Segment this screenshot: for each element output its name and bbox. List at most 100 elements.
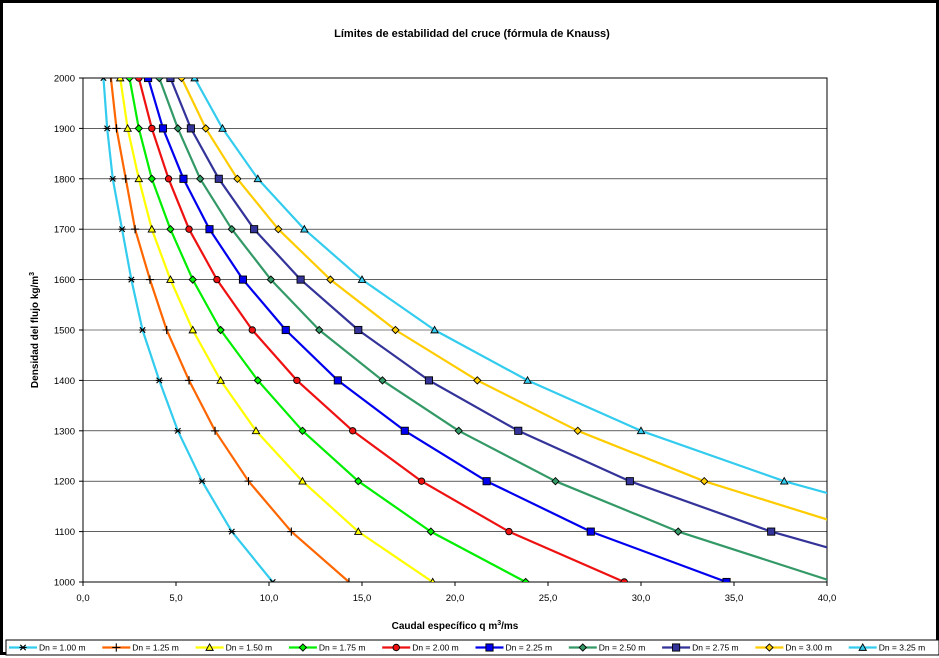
- legend-marker: [19, 644, 27, 651]
- legend-entry: Dn = 3.00 m: [755, 643, 832, 653]
- y-tick-label: 2000: [54, 74, 75, 85]
- data-point-s4: [298, 426, 307, 436]
- x-tick-label: 0,0: [76, 593, 89, 604]
- data-point-s7: [155, 78, 164, 83]
- legend-entry: Dn = 1.75 m: [288, 643, 366, 653]
- data-point-s3: [115, 78, 125, 82]
- y-tick-labels: 1000 1100 1200 1300 1400 1500 1600 1700 1800 1900…: [54, 74, 75, 589]
- y-axis-label: Densidad del flujo kg/m3: [29, 272, 41, 388]
- x-tick-label: 5,0: [169, 593, 182, 604]
- data-point-s2: [210, 426, 220, 435]
- y-tick-label: 1100: [55, 527, 75, 538]
- y-tick-label: 1500: [54, 326, 75, 337]
- data-point-s9: [274, 224, 283, 234]
- data-point-s2: [145, 275, 155, 284]
- data-point-s10: [299, 224, 309, 233]
- data-point-s10: [218, 123, 227, 132]
- data-point-s6: [179, 174, 188, 183]
- data-point-s10: [253, 174, 263, 183]
- data-point-s5: [164, 175, 173, 183]
- data-point-s4: [521, 577, 530, 582]
- data-point-s9: [201, 124, 210, 133]
- data-point-s5: [349, 427, 357, 435]
- data-point-s7: [551, 476, 560, 486]
- data-point-s1: [103, 125, 111, 132]
- x-tick-label: 20,0: [446, 593, 465, 604]
- legend-entry: Dn = 3.25 m: [848, 642, 925, 653]
- data-point-s1: [228, 528, 236, 535]
- legend-label: Dn = 2.75 m: [692, 643, 739, 653]
- data-point-s6: [722, 577, 731, 582]
- y-tick-label: 1800: [54, 174, 75, 185]
- legend-marker: [765, 643, 774, 652]
- legend-label: Dn = 1.50 m: [226, 643, 273, 653]
- data-point-s3: [298, 476, 307, 485]
- data-point-s10: [430, 325, 439, 334]
- data-point-s8: [166, 78, 175, 83]
- x-tick-labels: 0,0 5,0 10,0 15,0 20,0 25,0 30,0 35,0 40,0: [76, 593, 836, 604]
- data-point-s7: [266, 275, 276, 284]
- data-point-s2: [112, 124, 121, 133]
- data-point-s8: [354, 325, 363, 335]
- data-point-s5: [148, 124, 156, 133]
- data-point-s5: [135, 78, 143, 82]
- legend-label: Dn = 2.00 m: [412, 643, 459, 653]
- data-point-s2: [287, 527, 296, 536]
- data-point-s6: [144, 78, 153, 83]
- data-point-s9: [233, 174, 242, 184]
- data-point-s8: [186, 124, 195, 133]
- data-point-s1: [138, 326, 147, 334]
- legend-label: Dn = 3.00 m: [785, 643, 832, 653]
- x-tick-label: 15,0: [353, 593, 372, 604]
- legend-label: Dn = 1.75 m: [319, 643, 366, 653]
- data-point-s7: [673, 527, 683, 536]
- data-point-s10: [357, 275, 367, 283]
- data-point-s8: [767, 527, 776, 536]
- data-point-s5: [248, 326, 256, 334]
- legend-entry: Dn = 2.50 m: [568, 643, 645, 653]
- legend-entry: Dn = 2.75 m: [662, 643, 739, 653]
- data-point-s7: [227, 224, 237, 234]
- data-point-s4: [125, 78, 134, 83]
- legend: Dn = 1.00 m Dn = 1.25 m Dn = 1.50 m Dn = 1.…: [9, 643, 925, 653]
- data-point-s10: [636, 426, 646, 435]
- x-tick-label: 10,0: [260, 593, 279, 604]
- data-point-s8: [514, 426, 523, 435]
- y-tick-label: 1400: [54, 376, 75, 387]
- data-point-s9: [473, 376, 482, 385]
- data-point-s3: [430, 577, 436, 582]
- legend-label: Dn = 1.25 m: [132, 643, 179, 653]
- data-point-s4: [426, 527, 436, 536]
- data-point-s5: [213, 275, 221, 284]
- data-point-s4: [166, 224, 175, 234]
- data-point-s6: [333, 376, 342, 385]
- legend-marker: [858, 642, 868, 651]
- data-point-s1: [127, 276, 135, 283]
- legend-entry: Dn = 1.50 m: [195, 643, 273, 653]
- legend-entry: Dn = 2.00 m: [382, 643, 459, 653]
- data-point-s3: [353, 527, 363, 535]
- legend-label: Dn = 1.00 m: [39, 643, 86, 653]
- data-point-s9: [700, 476, 709, 486]
- data-point-s3: [216, 375, 226, 384]
- data-point-s2: [162, 325, 171, 335]
- data-point-s8: [625, 477, 634, 486]
- legend-entry: Dn = 1.00 m: [9, 643, 86, 653]
- data-point-s6: [586, 527, 595, 536]
- data-point-s2: [344, 577, 354, 582]
- data-point-s4: [188, 275, 197, 284]
- data-point-s5: [620, 578, 628, 582]
- data-point-s1: [269, 578, 277, 582]
- data-point-s10: [779, 476, 789, 485]
- chart-svg: Límites de estabilidad del cruce (fórmul…: [5, 28, 939, 656]
- data-point-s4: [216, 325, 225, 335]
- y-tick-label: 1900: [54, 124, 75, 135]
- data-point-s6: [482, 477, 491, 486]
- data-point-s2: [244, 477, 253, 486]
- x-tick-label: 30,0: [632, 593, 651, 604]
- data-point-s6: [158, 124, 168, 133]
- data-point-s3: [147, 224, 157, 233]
- data-point-s2: [130, 225, 140, 234]
- data-point-s8: [296, 275, 305, 284]
